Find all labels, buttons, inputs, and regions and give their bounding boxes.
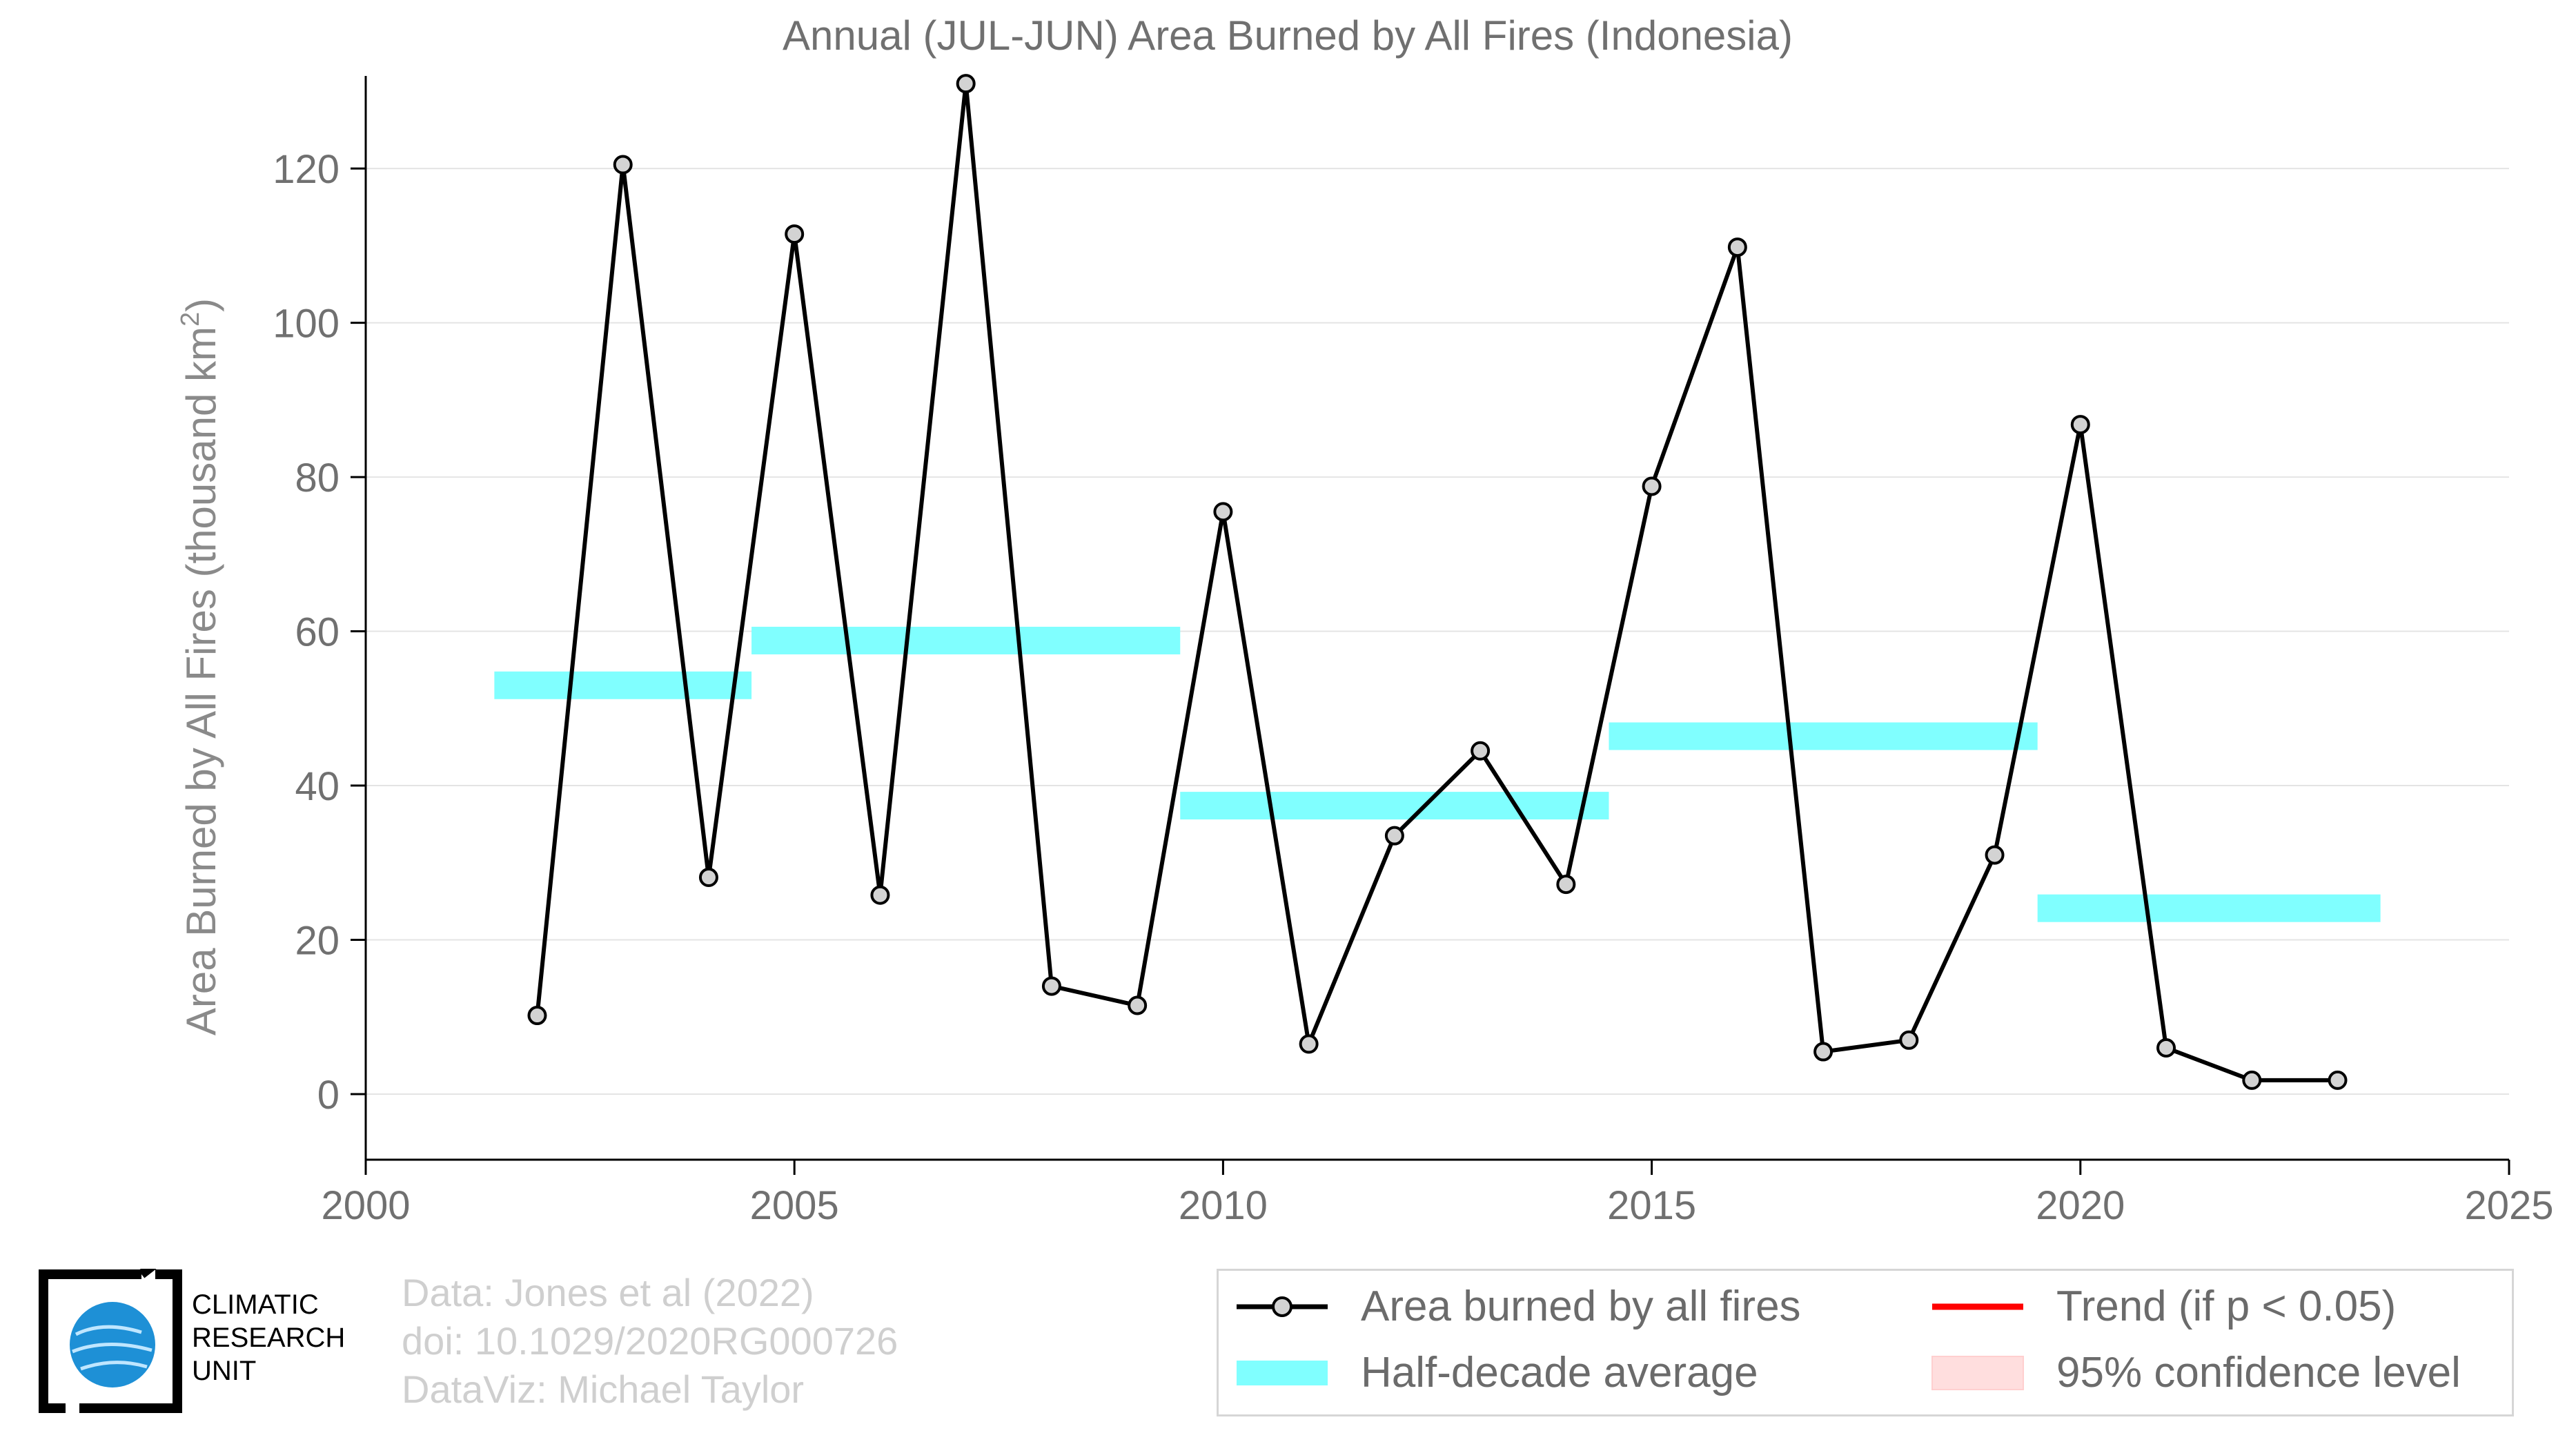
credit-data: Data: Jones et al (2022) [402, 1271, 814, 1314]
legend: Area burned by all fires Trend (if p < 0… [1217, 1269, 2514, 1416]
legend-line-icon [1932, 1303, 2023, 1309]
y-axis-label: Area Burned by All Fires (thousand km2) [176, 298, 224, 1035]
credits: Data: Jones et al (2022) doi: 10.1029/20… [402, 1269, 898, 1414]
series-line [535, 81, 2338, 1082]
data-point-2002 [527, 1006, 547, 1026]
half-decade-band-3 [1609, 722, 2038, 750]
legend-patch-icon [1931, 1355, 2024, 1390]
data-point-2016 [1727, 237, 1747, 257]
data-point-2011 [1299, 1034, 1319, 1054]
y-tick-label-20: 20 [295, 919, 340, 964]
x-tick-label-2005: 2005 [750, 1183, 839, 1228]
data-point-2020 [2070, 415, 2090, 435]
legend-label-confidence: 95% confidence level [2056, 1349, 2461, 1396]
logo-line-3: UNIT [192, 1356, 257, 1386]
y-axis-label-superscript: 2 [176, 312, 205, 327]
x-tick-label-2020: 2020 [2036, 1183, 2125, 1228]
data-point-2009 [1128, 995, 1148, 1015]
data-point-2022 [2242, 1070, 2262, 1090]
x-tick-label-2025: 2025 [2464, 1183, 2553, 1228]
logo-line-1: CLIMATIC [192, 1289, 319, 1320]
legend-line-marker-icon [1237, 1296, 1328, 1317]
data-point-2018 [1899, 1030, 1919, 1050]
half-decade-band-1 [751, 626, 1181, 654]
data-point-2014 [1556, 875, 1576, 895]
half-decade-band-2 [1180, 792, 1609, 820]
data-point-2007 [956, 74, 976, 94]
legend-item-confidence: 95% confidence level [1929, 1348, 2461, 1397]
y-tick-label-100: 100 [273, 302, 340, 347]
legend-label-area-burned: Area burned by all fires [1361, 1283, 1801, 1330]
data-point-2004 [698, 868, 718, 888]
legend-item-area-burned: Area burned by all fires [1234, 1282, 1801, 1331]
gridlines [366, 168, 2509, 1095]
cru-logo: CLIMATIC RESEARCH UNIT [38, 1269, 397, 1414]
data-point-2019 [1985, 845, 2005, 865]
chart-title: Annual (JUL-JUN) Area Burned by All Fire… [783, 12, 1793, 59]
data-point-2017 [1813, 1042, 1833, 1062]
data-point-2012 [1384, 826, 1404, 846]
half-decade-band-4 [2037, 894, 2381, 922]
credit-dataviz: DataViz: Michael Taylor [402, 1367, 805, 1411]
legend-band-icon [1237, 1360, 1328, 1385]
series-area-burned [527, 74, 2348, 1090]
x-tick-label-2000: 2000 [321, 1183, 410, 1228]
data-point-2013 [1471, 741, 1491, 761]
legend-label-half-decade: Half-decade average [1361, 1349, 1758, 1396]
y-tick-label-0: 0 [317, 1073, 340, 1118]
legend-label-trend: Trend (if p < 0.05) [2056, 1283, 2397, 1330]
y-axis-label-end: ) [178, 298, 224, 312]
chart: Annual (JUL-JUN) Area Burned by All Fire… [176, 12, 2554, 1228]
data-point-2003 [613, 155, 633, 175]
cru-logo-text: CLIMATIC RESEARCH UNIT [192, 1288, 345, 1387]
half-decade-band-0 [494, 671, 752, 699]
y-axis-label-main: Area Burned by All Fires (thousand km [178, 327, 224, 1035]
data-point-2006 [870, 885, 890, 905]
y-tick-label-40: 40 [295, 764, 340, 809]
y-tick-label-80: 80 [295, 456, 340, 500]
data-point-2021 [2156, 1038, 2176, 1058]
data-point-2005 [785, 224, 805, 244]
data-point-2023 [2328, 1070, 2348, 1090]
data-point-2015 [1642, 476, 1662, 496]
legend-item-half-decade: Half-decade average [1234, 1348, 1758, 1397]
legend-item-trend: Trend (if p < 0.05) [1929, 1282, 2396, 1331]
y-tick-label-120: 120 [273, 147, 340, 192]
x-tick-label-2010: 2010 [1179, 1183, 1268, 1228]
y-tick-label-60: 60 [295, 610, 340, 655]
logo-line-2: RESEARCH [192, 1323, 346, 1353]
axes: 0 20 40 60 80 100 120 2000 2005 2010 2015 2020 2025 [273, 76, 2554, 1228]
x-tick-label-2015: 2015 [1607, 1183, 1696, 1228]
half-decade-bands [494, 626, 2381, 922]
cru-logo-mark [39, 1269, 182, 1413]
data-point-2008 [1041, 976, 1061, 996]
credit-doi: doi: 10.1029/2020RG000726 [402, 1319, 898, 1363]
data-point-2010 [1213, 502, 1233, 522]
